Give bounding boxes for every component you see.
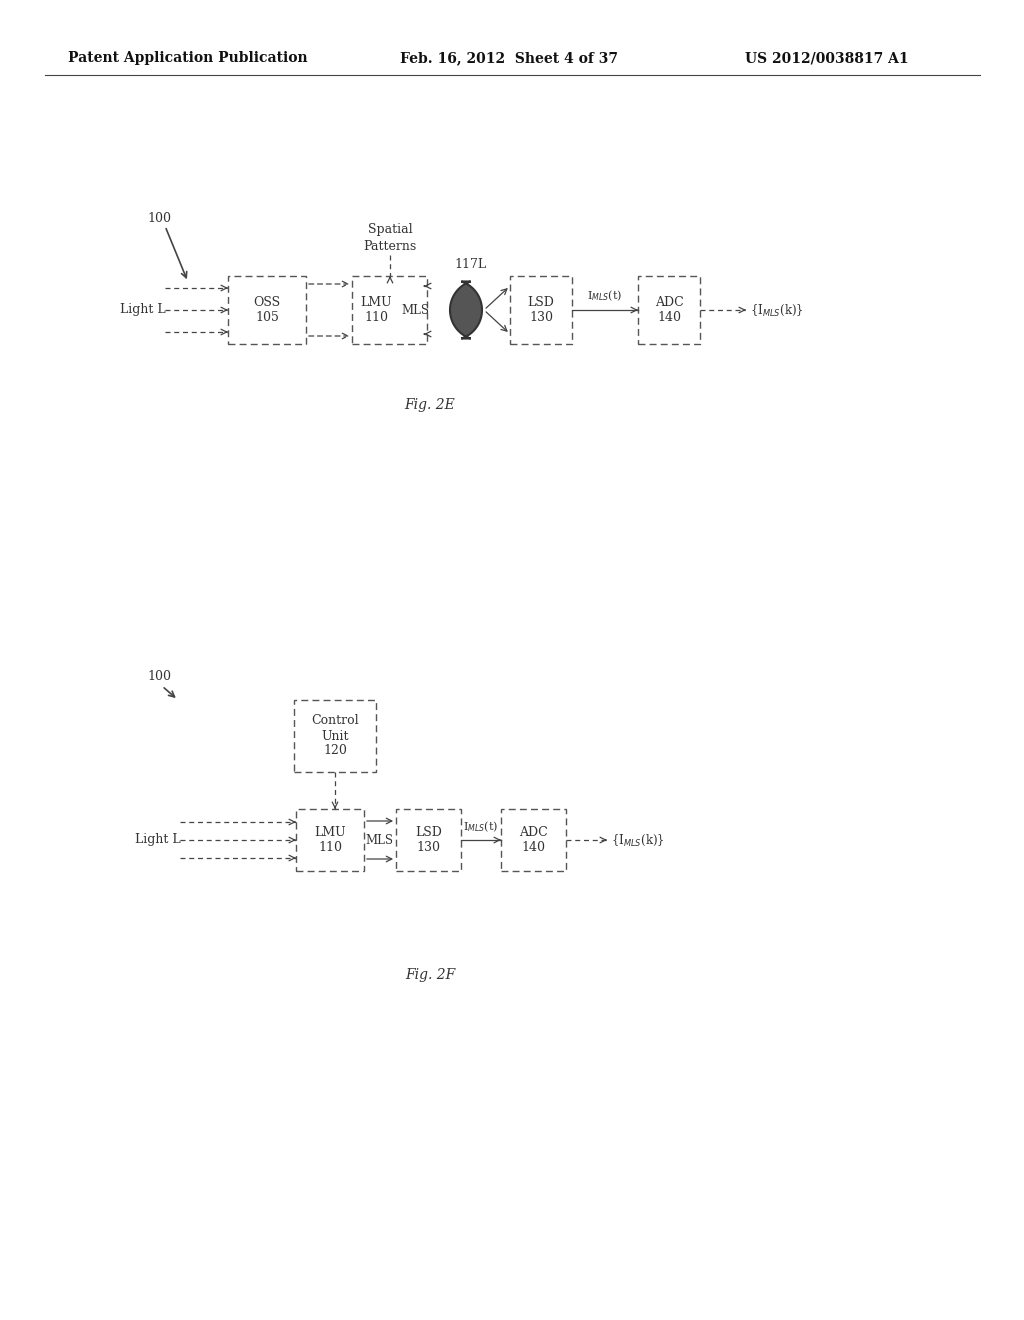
Text: {I$_{MLS}$(k)}: {I$_{MLS}$(k)} (611, 833, 665, 847)
Text: Light L: Light L (135, 833, 181, 846)
Text: 100: 100 (147, 213, 171, 224)
Text: US 2012/0038817 A1: US 2012/0038817 A1 (745, 51, 908, 65)
Text: Spatial
Patterns: Spatial Patterns (364, 223, 417, 252)
FancyBboxPatch shape (638, 276, 700, 345)
FancyBboxPatch shape (510, 276, 572, 345)
FancyBboxPatch shape (228, 276, 306, 345)
FancyBboxPatch shape (294, 700, 376, 772)
Text: Patent Application Publication: Patent Application Publication (68, 51, 307, 65)
Text: LMU
110: LMU 110 (314, 826, 346, 854)
Text: LMU
110: LMU 110 (360, 296, 392, 323)
Text: OSS
105: OSS 105 (253, 296, 281, 323)
FancyBboxPatch shape (396, 809, 461, 871)
Text: Feb. 16, 2012  Sheet 4 of 37: Feb. 16, 2012 Sheet 4 of 37 (400, 51, 618, 65)
Text: ADC
140: ADC 140 (654, 296, 683, 323)
Text: {I$_{MLS}$(k)}: {I$_{MLS}$(k)} (750, 302, 804, 318)
FancyBboxPatch shape (296, 809, 364, 871)
Text: MLS: MLS (401, 304, 429, 317)
Text: Light L: Light L (120, 304, 166, 317)
Text: Control
Unit
120: Control Unit 120 (311, 714, 358, 758)
Polygon shape (450, 281, 482, 338)
Text: Fig. 2E: Fig. 2E (404, 399, 456, 412)
Text: I$_{MLS}$(t): I$_{MLS}$(t) (588, 289, 623, 304)
FancyBboxPatch shape (501, 809, 566, 871)
Text: LSD
130: LSD 130 (415, 826, 442, 854)
Text: I$_{MLS}$(t): I$_{MLS}$(t) (464, 820, 499, 834)
Text: 100: 100 (147, 671, 171, 682)
Text: ADC
140: ADC 140 (519, 826, 548, 854)
FancyBboxPatch shape (352, 276, 427, 345)
Text: LSD
130: LSD 130 (527, 296, 554, 323)
Text: Fig. 2F: Fig. 2F (404, 968, 455, 982)
Text: 117L: 117L (454, 257, 486, 271)
Text: MLS: MLS (365, 833, 393, 846)
